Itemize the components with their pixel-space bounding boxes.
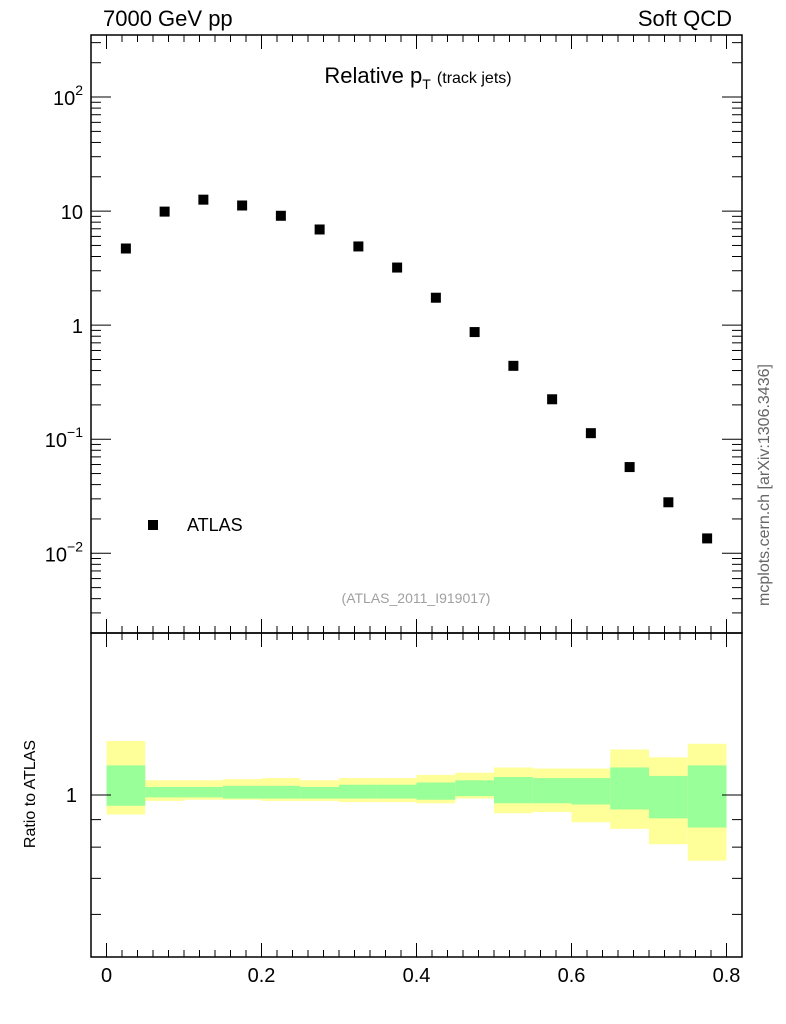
x-tick-label: 0.6 bbox=[558, 965, 586, 987]
reference-label: (ATLAS_2011_I919017) bbox=[341, 590, 491, 606]
ratio-y-tick-label: 1 bbox=[66, 785, 77, 807]
ratio-band-bin bbox=[687, 765, 727, 828]
data-point bbox=[430, 292, 441, 303]
ratio-band-bin bbox=[377, 784, 417, 799]
x-tick-label: 0.4 bbox=[403, 965, 431, 987]
y-tick-label: 10−2 bbox=[45, 538, 83, 566]
data-point bbox=[585, 428, 596, 439]
ratio-band-bin bbox=[145, 786, 184, 798]
ratio-band-bin bbox=[106, 765, 146, 806]
ratio-band-bin bbox=[571, 778, 611, 805]
chart-title: Relative pT (track jets) bbox=[324, 63, 512, 92]
ratio-band-bin bbox=[532, 778, 572, 804]
ratio-band-bin bbox=[261, 785, 301, 799]
atlas-series bbox=[120, 194, 713, 544]
y-tick-label: 10 bbox=[61, 202, 83, 224]
ratio-band-bin bbox=[416, 782, 456, 800]
data-point bbox=[547, 394, 558, 405]
legend-marker bbox=[148, 520, 158, 530]
ratio-band-bin bbox=[610, 767, 649, 810]
ratio-axis-label: Ratio to ATLAS bbox=[22, 739, 39, 849]
ratio-band-bin bbox=[184, 786, 223, 798]
data-point bbox=[469, 327, 480, 338]
data-point bbox=[159, 206, 170, 217]
data-point bbox=[392, 262, 403, 273]
data-point bbox=[624, 462, 635, 473]
chart-title-main: Relative p bbox=[324, 63, 423, 88]
x-tick-label: 0.2 bbox=[248, 965, 276, 987]
chart-title-paren: (track jets) bbox=[436, 70, 512, 87]
ratio-band-bin bbox=[339, 784, 378, 799]
header-right-label: Soft QCD bbox=[637, 6, 732, 31]
data-point bbox=[508, 360, 519, 371]
y-tick-label: 102 bbox=[53, 82, 83, 110]
ratio-band-bin bbox=[494, 777, 533, 804]
data-point bbox=[353, 241, 364, 252]
data-point bbox=[702, 533, 713, 544]
main-panel-frame bbox=[90, 34, 743, 634]
data-point bbox=[120, 243, 131, 254]
data-point bbox=[314, 224, 325, 235]
x-tick-label: 0.8 bbox=[713, 965, 741, 987]
x-tick-label: 0 bbox=[101, 965, 112, 987]
ratio-band-bin bbox=[455, 780, 494, 797]
side-label: mcplots.cern.ch [arXiv:1306.3436] bbox=[756, 364, 773, 606]
ratio-band-bin bbox=[649, 775, 688, 819]
header-left-label: 7000 GeV pp bbox=[103, 6, 233, 31]
data-point bbox=[275, 210, 286, 221]
data-point bbox=[237, 200, 248, 211]
legend-label: ATLAS bbox=[187, 515, 243, 535]
ratio-band-bin bbox=[222, 785, 262, 799]
data-point bbox=[663, 497, 674, 508]
y-tick-label: 10−1 bbox=[45, 424, 83, 452]
ratio-band-bin bbox=[300, 786, 339, 799]
y-tick-label: 1 bbox=[72, 316, 83, 338]
chart-title-subscript: T bbox=[422, 76, 431, 92]
ratio-band-stat bbox=[106, 765, 727, 828]
data-point bbox=[198, 194, 209, 205]
